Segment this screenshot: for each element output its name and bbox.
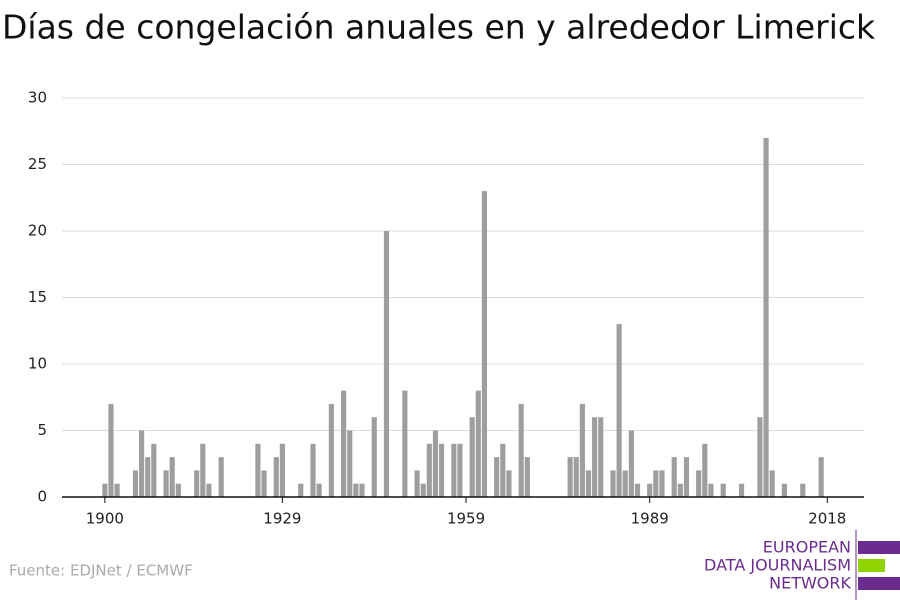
bar bbox=[132, 470, 139, 497]
bar bbox=[426, 443, 432, 497]
bar bbox=[273, 457, 279, 497]
bar bbox=[708, 483, 714, 497]
bar bbox=[524, 457, 530, 497]
bar bbox=[371, 417, 377, 497]
x-tick-label: 1900 bbox=[86, 510, 124, 528]
bar bbox=[475, 390, 481, 497]
logo-text: EUROPEAN bbox=[763, 538, 851, 557]
bar bbox=[494, 457, 500, 497]
bar bbox=[108, 403, 114, 497]
logo-bar bbox=[858, 577, 900, 590]
x-tick-label: 1959 bbox=[447, 510, 485, 528]
source: Fuente: EDJNet / ECMWF bbox=[9, 562, 193, 580]
bar bbox=[206, 483, 212, 497]
bar bbox=[738, 483, 745, 497]
bar bbox=[439, 443, 445, 497]
bar bbox=[169, 457, 175, 497]
bar bbox=[800, 483, 806, 497]
logo-text: DATA JOURNALISM bbox=[704, 556, 851, 575]
bar bbox=[469, 417, 475, 497]
bar bbox=[347, 430, 353, 497]
bar bbox=[261, 470, 267, 497]
logo-bar bbox=[858, 559, 885, 572]
bar bbox=[328, 403, 334, 497]
bar bbox=[653, 470, 659, 497]
bar bbox=[194, 470, 200, 497]
bar bbox=[402, 390, 408, 497]
y-tick-label: 25 bbox=[28, 155, 47, 173]
bar bbox=[763, 137, 769, 497]
bar bbox=[818, 457, 824, 497]
bar bbox=[506, 470, 512, 497]
bar bbox=[420, 483, 426, 497]
bar bbox=[647, 483, 653, 497]
logo: EUROPEAN DATA JOURNALISM NETWORK bbox=[704, 530, 900, 600]
bar bbox=[432, 430, 439, 497]
x-tick-label: 1929 bbox=[263, 510, 301, 528]
y-tick-label: 5 bbox=[37, 421, 47, 439]
bar bbox=[163, 470, 169, 497]
bar bbox=[114, 483, 120, 497]
bar bbox=[598, 417, 604, 497]
bar bbox=[218, 457, 224, 497]
bar bbox=[567, 457, 573, 497]
bar bbox=[579, 403, 585, 497]
bar bbox=[310, 443, 316, 497]
bar bbox=[757, 417, 763, 497]
x-tick-label: 2018 bbox=[808, 510, 846, 528]
y-tick-label: 10 bbox=[28, 355, 47, 373]
bar bbox=[769, 470, 775, 497]
bar bbox=[102, 483, 108, 497]
bar bbox=[298, 483, 304, 497]
bar bbox=[634, 483, 641, 497]
bar bbox=[451, 443, 457, 497]
bar bbox=[781, 483, 787, 497]
y-tick-label: 20 bbox=[28, 222, 47, 240]
bar bbox=[414, 470, 420, 497]
bar bbox=[683, 457, 690, 497]
bar bbox=[457, 443, 463, 497]
bar bbox=[671, 457, 677, 497]
bar bbox=[200, 443, 206, 497]
bar bbox=[628, 430, 634, 497]
bar bbox=[659, 470, 665, 497]
bar bbox=[151, 443, 157, 497]
bar bbox=[316, 483, 322, 497]
bar bbox=[702, 443, 708, 497]
bar bbox=[279, 443, 285, 497]
bar bbox=[175, 483, 181, 497]
logo-bar bbox=[858, 541, 900, 554]
bar bbox=[518, 403, 524, 497]
y-tick-label: 0 bbox=[37, 488, 47, 506]
bar bbox=[616, 324, 622, 497]
bar bbox=[383, 231, 390, 497]
bar bbox=[573, 457, 579, 497]
chart-title: Días de congelación anuales en y alreded… bbox=[2, 8, 876, 47]
bar bbox=[255, 443, 261, 497]
bar bbox=[592, 417, 598, 497]
bar bbox=[359, 483, 365, 497]
bar bbox=[139, 430, 145, 497]
bar bbox=[585, 470, 592, 497]
bar bbox=[720, 483, 726, 497]
bar bbox=[145, 457, 151, 497]
x-tick-label: 1989 bbox=[631, 510, 669, 528]
bar bbox=[353, 483, 359, 497]
y-tick-label: 30 bbox=[28, 89, 47, 107]
bar bbox=[341, 390, 347, 497]
bar bbox=[696, 470, 702, 497]
logo-text: NETWORK bbox=[769, 574, 851, 593]
bar bbox=[610, 470, 616, 497]
bar bbox=[481, 191, 487, 497]
bar bbox=[622, 470, 628, 497]
bar bbox=[677, 483, 683, 497]
bar bbox=[500, 443, 506, 497]
y-tick-label: 15 bbox=[28, 288, 47, 306]
